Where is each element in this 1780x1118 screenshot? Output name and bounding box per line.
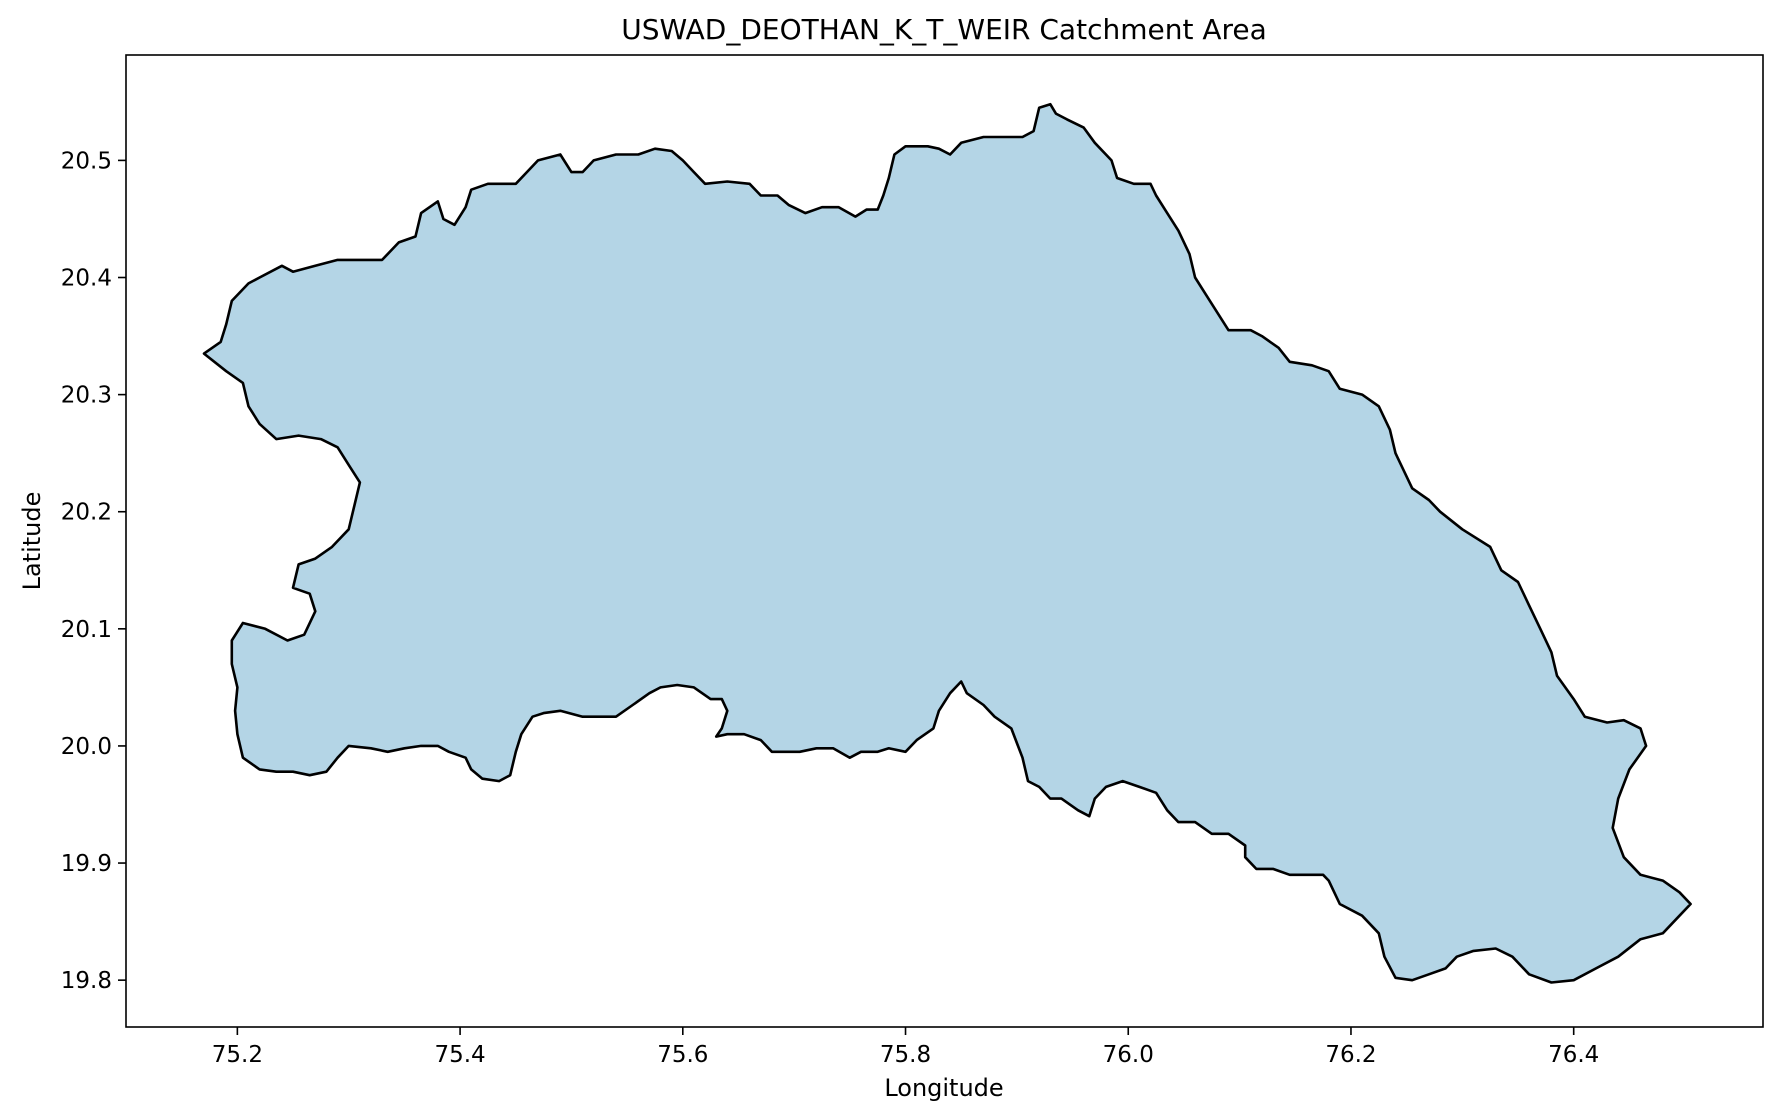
x-tick-label: 76.2 [1325,1042,1376,1068]
x-axis-label: Longitude [884,1074,1003,1102]
x-tick-label: 75.6 [657,1042,708,1068]
y-tick-label: 19.9 [61,851,112,877]
y-tick-label: 20.2 [61,500,112,526]
y-axis-ticks: 19.8 19.9 20.0 20.1 20.2 20.3 20.4 20.5 [61,148,126,994]
y-tick-label: 20.5 [61,148,112,174]
x-tick-label: 75.4 [434,1042,485,1068]
y-axis-label: Latitude [18,492,46,591]
x-axis-ticks: 75.2 75.4 75.6 75.8 76.0 76.2 76.4 [212,1027,1599,1068]
x-tick-label: 76.4 [1548,1042,1599,1068]
x-tick-label: 75.8 [880,1042,931,1068]
x-tick-label: 75.2 [212,1042,263,1068]
chart-title: USWAD_DEOTHAN_K_T_WEIR Catchment Area [621,13,1267,46]
y-tick-label: 20.3 [61,383,112,409]
x-tick-label: 76.0 [1103,1042,1154,1068]
plot-area [125,54,1764,1028]
y-tick-label: 20.0 [61,734,112,760]
y-tick-label: 20.4 [61,266,112,292]
axes-frame [125,54,1764,1028]
catchment-polygon [202,102,1692,984]
y-tick-label: 19.8 [61,968,112,994]
y-tick-label: 20.1 [61,617,112,643]
